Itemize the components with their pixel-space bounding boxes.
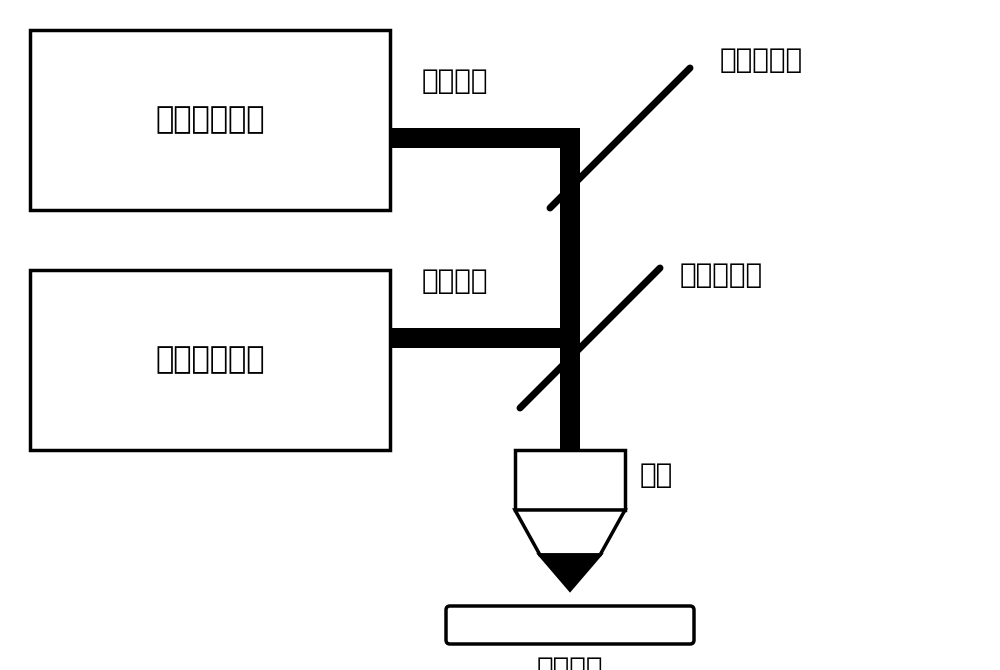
Text: 燔融石英: 燔融石英 (537, 655, 603, 670)
Text: 物镜: 物镜 (640, 461, 673, 489)
Text: 第一光发射器: 第一光发射器 (155, 105, 265, 135)
Text: 第二光束: 第二光束 (422, 267, 488, 295)
Text: 第二反射镜: 第二反射镜 (680, 261, 763, 289)
Polygon shape (540, 555, 600, 590)
Text: 第二光发射器: 第二光发射器 (155, 346, 265, 375)
Bar (30, 270, 390, 450)
Bar (390, 128, 570, 148)
Bar (30, 30, 390, 210)
FancyBboxPatch shape (446, 606, 694, 644)
Bar (560, 128, 580, 450)
Text: 第一反射镜: 第一反射镜 (720, 46, 803, 74)
Bar (390, 328, 570, 348)
Text: 第一光束: 第一光束 (422, 67, 488, 95)
Polygon shape (515, 510, 625, 555)
Bar (515, 450, 625, 510)
